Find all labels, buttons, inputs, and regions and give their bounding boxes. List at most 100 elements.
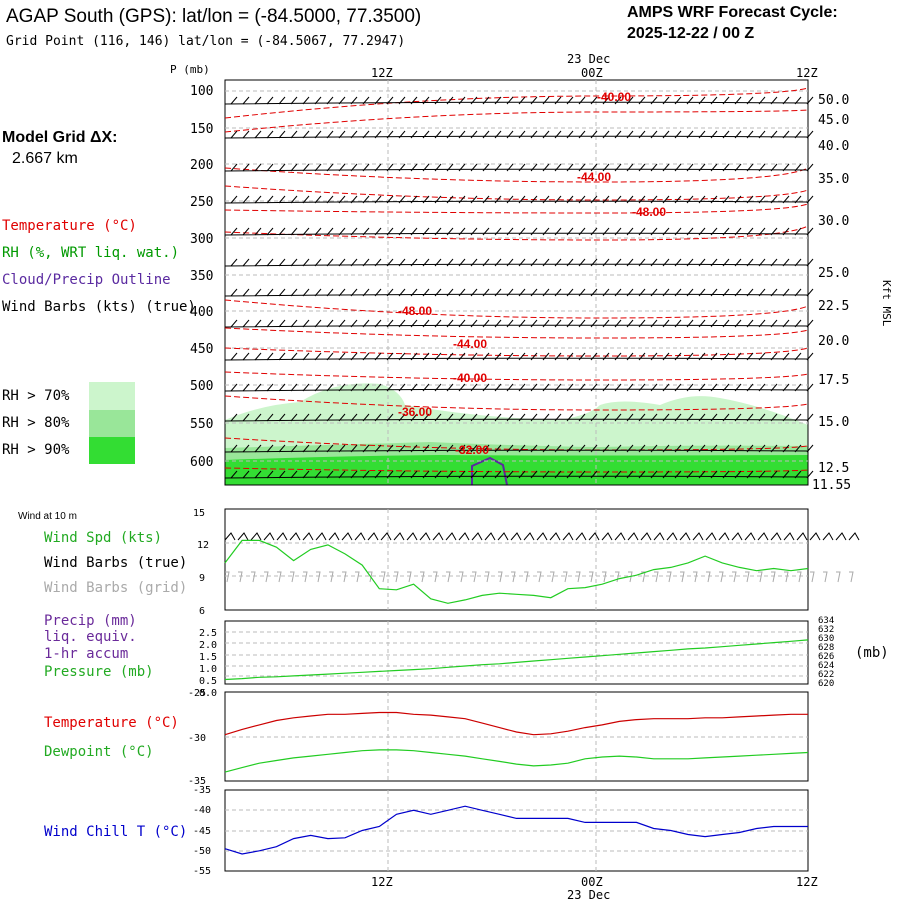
wind-barb <box>482 195 490 204</box>
wind-barb <box>782 383 790 392</box>
wind-barb <box>542 319 550 328</box>
wind-barb <box>326 383 334 392</box>
wind-barb <box>446 352 454 361</box>
wind-barb <box>242 444 250 453</box>
wind-barb <box>554 288 562 297</box>
wind-barb-true <box>380 532 392 541</box>
isotherm-label: -40.00 <box>597 90 631 104</box>
wind-barb <box>602 195 610 204</box>
wind-barb <box>722 195 730 204</box>
bottom-time-label-2: 00Z <box>581 875 603 889</box>
wind-barb <box>410 195 418 204</box>
wind-barb <box>326 258 334 267</box>
wind-barb <box>362 352 370 361</box>
precip-tick: 2.5 <box>199 628 217 639</box>
wind-barb <box>554 413 562 422</box>
isotherm-line <box>224 299 809 319</box>
wind-barb <box>518 352 526 361</box>
wind-barb <box>338 444 346 453</box>
wind-barb <box>278 383 286 392</box>
profile-panel: P (mb) Kft MSL 100 150 200 250 300 350 4… <box>170 63 893 493</box>
wind-barb <box>458 444 466 453</box>
p-tick: 200 <box>190 158 213 173</box>
wind-barb-true <box>341 532 353 541</box>
wind-barb <box>338 319 346 328</box>
chill-tick: -35 <box>193 785 211 796</box>
wind-barb <box>662 352 670 361</box>
profile-wind-barbs <box>224 96 814 479</box>
kft-tick: 50.0 <box>818 93 849 108</box>
wind-barb <box>662 258 670 267</box>
wind-barb <box>314 96 322 105</box>
wind-barb <box>506 130 514 139</box>
wind-barb <box>626 96 634 105</box>
isotherm-line <box>224 167 809 183</box>
wind-barb <box>410 470 418 479</box>
wind-barb <box>290 319 298 328</box>
wind-barb <box>566 319 574 328</box>
wind-barb <box>542 130 550 139</box>
wind-barb-true <box>250 532 262 541</box>
kft-tick: 12.5 <box>818 461 849 476</box>
wind-barb <box>446 227 454 236</box>
wind-barb <box>422 444 430 453</box>
wind-barb <box>758 288 766 297</box>
wind-barb <box>470 130 478 139</box>
wind-barb <box>434 319 442 328</box>
wind-barb <box>398 352 406 361</box>
isotherm-line <box>224 109 809 133</box>
wind-barb <box>530 258 538 267</box>
wind-chill-line <box>224 805 808 855</box>
wind-barb <box>290 96 298 105</box>
wind-barb <box>578 130 586 139</box>
wind-barb <box>554 195 562 204</box>
wind-barb <box>410 258 418 267</box>
wind-barb <box>422 470 430 479</box>
wind-barb <box>290 413 298 422</box>
wind-barb <box>458 352 466 361</box>
wind-barb <box>542 383 550 392</box>
chill-tick: -40 <box>193 805 211 816</box>
wind-barb <box>734 319 742 328</box>
wind-barb-grid <box>654 571 659 583</box>
wind-barb-grid <box>836 571 841 583</box>
wind-barb-true <box>510 532 522 541</box>
wind-barb <box>254 258 262 267</box>
wind-barb <box>422 288 430 297</box>
wind-barb-grid <box>537 571 542 583</box>
wind-barb <box>770 163 778 172</box>
wind-barb <box>722 444 730 453</box>
wind-barb <box>722 470 730 479</box>
wind-barb <box>422 227 430 236</box>
wind-barb <box>578 319 586 328</box>
wind-barb <box>494 258 502 267</box>
wind-barb <box>554 96 562 105</box>
wind-barb-true <box>588 532 600 541</box>
wind-barb <box>794 444 802 453</box>
wind-barb <box>302 163 310 172</box>
wind-barb <box>494 383 502 392</box>
wind-barb <box>374 470 382 479</box>
wind-barb <box>338 383 346 392</box>
wind-barb <box>794 288 802 297</box>
wind-barb <box>230 383 238 392</box>
precip-tick: 1.5 <box>199 652 217 663</box>
wind-barb <box>422 258 430 267</box>
wind-barb <box>374 227 382 236</box>
wind-barb <box>530 470 538 479</box>
wind-barb <box>362 258 370 267</box>
p-tick: 100 <box>190 84 213 99</box>
wind-barb <box>698 383 706 392</box>
wind-barb <box>314 195 322 204</box>
wind-barb <box>626 383 634 392</box>
wind-barb-true <box>705 532 717 541</box>
wind-barb-true <box>770 532 782 541</box>
wind-barb <box>410 319 418 328</box>
wind-barb <box>254 444 262 453</box>
wind-barb <box>806 444 814 453</box>
wind-barb <box>374 258 382 267</box>
isotherm-label: -44.00 <box>453 337 487 351</box>
wind-barb-grid <box>550 571 555 583</box>
wind-barb <box>578 96 586 105</box>
wind-barb-true <box>445 532 457 541</box>
